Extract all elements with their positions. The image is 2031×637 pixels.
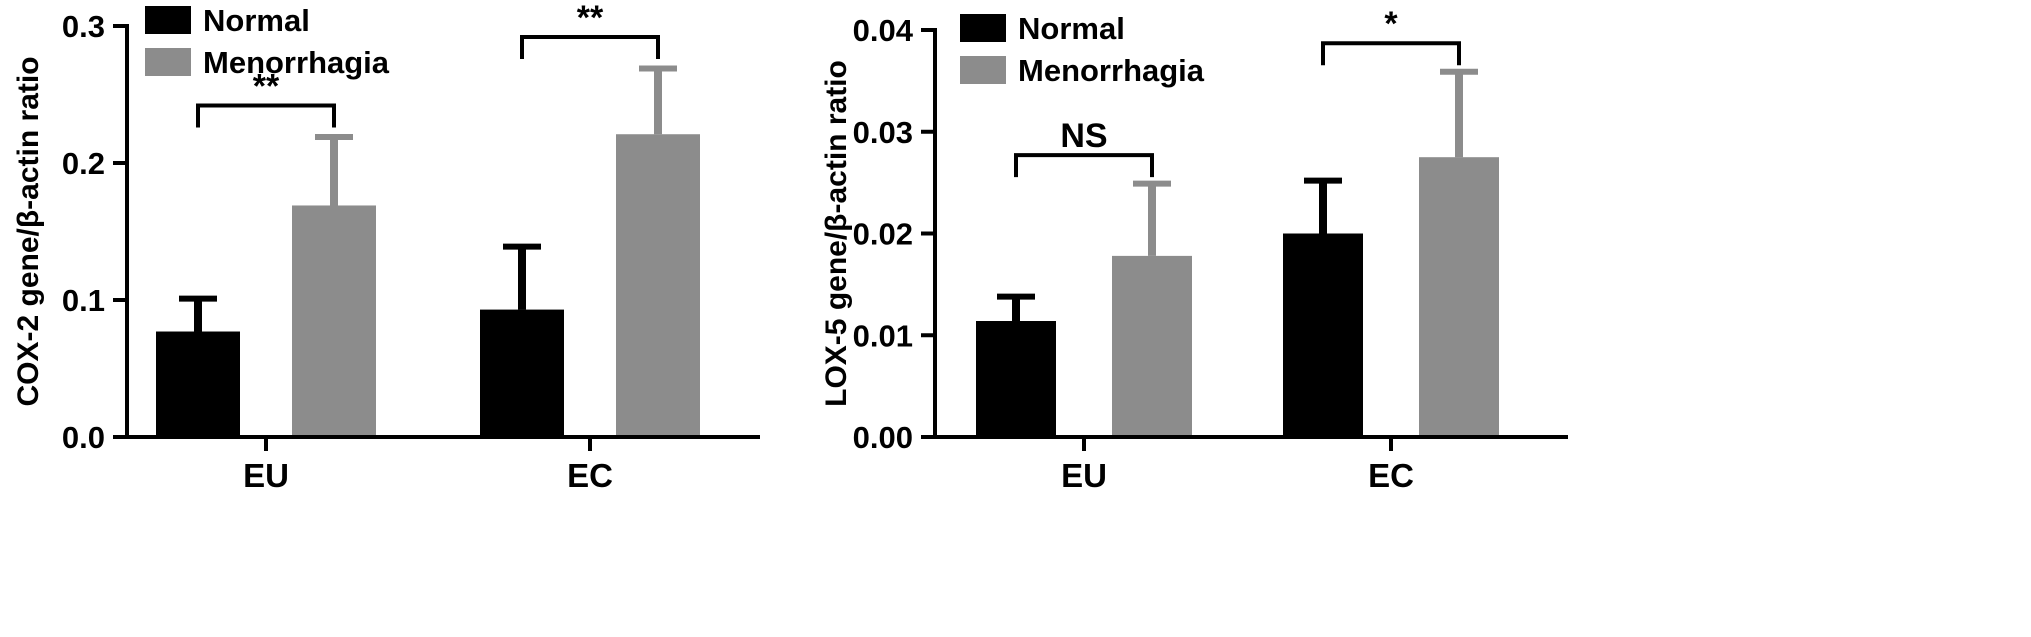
y-tick-label: 0.03 [853, 115, 913, 150]
legend-label-menorrhagia: Menorrhagia [203, 45, 390, 80]
legend-label-menorrhagia: Menorrhagia [1018, 53, 1205, 88]
y-tick-label: 0.3 [62, 9, 105, 44]
bar-normal-eu [156, 331, 240, 437]
bar-menorrhagia-eu [292, 205, 376, 437]
y-axis-label: LOX-5 gene/β-actin ratio [820, 60, 853, 407]
legend-swatch-menorrhagia [960, 56, 1006, 84]
significance-label-eu: ** [253, 67, 280, 105]
chart-panel-1: 0.0 0.1 0.2 0.3 EU EC COX-2 gene/β-actin ratio… [12, 0, 760, 494]
significance-bracket-ec [1321, 41, 1461, 66]
bar-menorrhagia-ec [1419, 157, 1499, 437]
bar-normal-ec [1283, 233, 1363, 437]
significance-bracket-eu [196, 103, 336, 128]
y-tick-label: 0.1 [62, 283, 105, 318]
x-tick-label: EU [1061, 457, 1107, 494]
y-axis-label: COX-2 gene/β-actin ratio [12, 56, 45, 406]
legend-label-normal: Normal [203, 3, 310, 38]
legend-swatch-menorrhagia [145, 48, 191, 76]
y-tick-label: 0.0 [62, 420, 105, 455]
significance-bracket-ec [520, 34, 660, 59]
chart-panel-2: 0.00 0.01 0.02 0.03 0.04 EU EC LOX-5 gene/β-act… [820, 5, 1568, 494]
y-tick-label: 0.02 [853, 217, 913, 252]
significance-label-eu: NS [1060, 117, 1107, 155]
bar-menorrhagia-ec [616, 134, 700, 438]
bar-menorrhagia-eu [1112, 255, 1192, 437]
y-tick-label: 0.2 [62, 146, 105, 181]
x-tick-label: EC [567, 457, 613, 494]
significance-label-ec: ** [577, 0, 604, 37]
x-tick-label: EC [1368, 457, 1414, 494]
significance-label-ec: * [1384, 5, 1398, 43]
legend-swatch-normal [960, 14, 1006, 42]
legend-swatch-normal [145, 6, 191, 34]
y-tick-label: 0.01 [853, 318, 913, 353]
x-tick-label: EU [243, 457, 289, 494]
bar-normal-eu [976, 321, 1056, 437]
y-tick-label: 0.04 [853, 13, 914, 48]
bar-normal-ec [480, 309, 564, 437]
y-tick-label: 0.00 [853, 420, 913, 455]
legend-label-normal: Normal [1018, 11, 1125, 46]
significance-bracket-eu [1014, 153, 1154, 178]
